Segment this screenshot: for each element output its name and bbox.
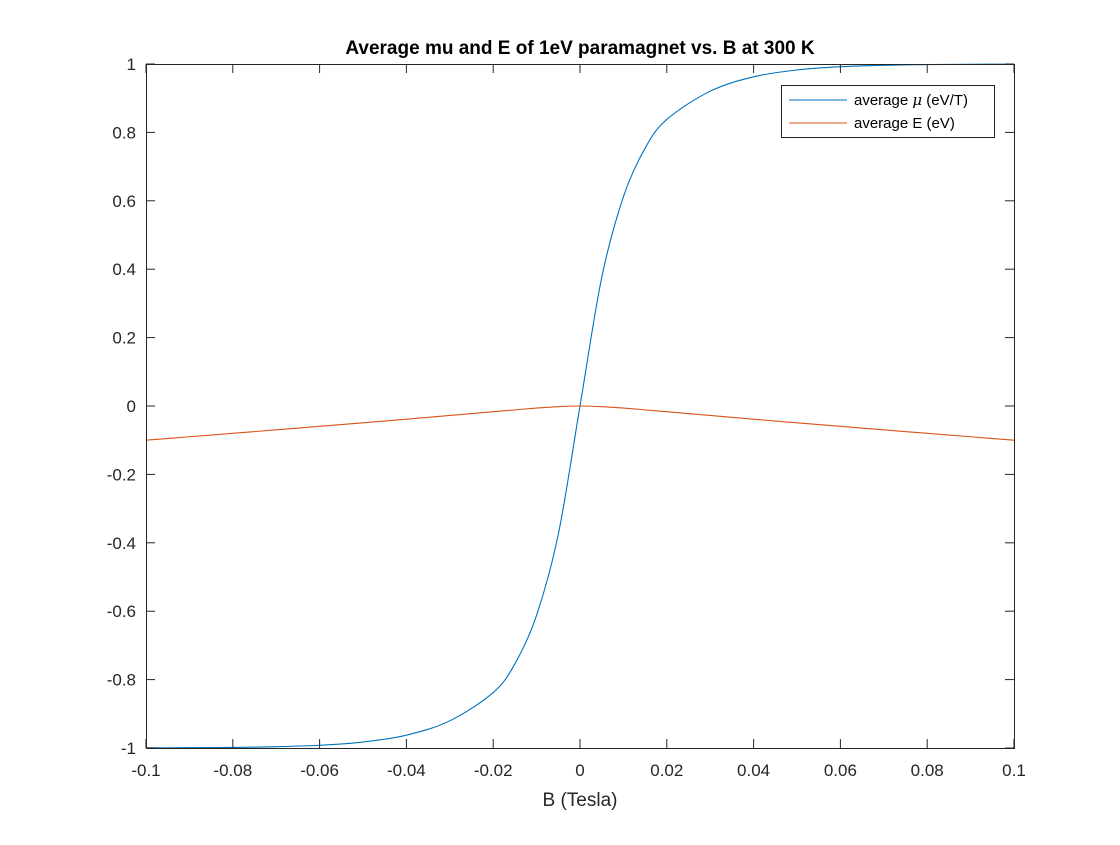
series-layer	[145, 63, 1015, 749]
legend-entry-average-mu-suffix: (eV/T)	[922, 92, 968, 109]
legend: average μ (eV/T) average E (eV)	[781, 85, 995, 138]
x-tick-label: 0.08	[911, 761, 944, 780]
y-tick-label: 0.8	[112, 123, 136, 142]
x-axis-label: B (Tesla)	[543, 790, 618, 811]
x-tick-label: 0.06	[824, 761, 857, 780]
y-tick-label: 0.4	[112, 260, 136, 279]
x-tick-label: 0	[575, 761, 584, 780]
legend-box	[781, 85, 995, 138]
x-tick-label: 0.02	[650, 761, 683, 780]
y-tick-label: 1	[127, 55, 136, 74]
y-tick-label: -1	[121, 739, 136, 758]
x-tick-label: -0.04	[387, 761, 426, 780]
y-tick-label: -0.2	[107, 465, 136, 484]
legend-entry-average-mu-prefix: average	[854, 92, 912, 109]
x-tick-label: 0.1	[1002, 761, 1026, 780]
x-tick-label: 0.04	[737, 761, 770, 780]
legend-entry-average-mu: average μ (eV/T)	[854, 91, 968, 109]
legend-entry-average-mu-symbol: μ	[912, 91, 922, 109]
legend-entry-average-e: average E (eV)	[854, 115, 955, 132]
series-line-average-e	[145, 405, 1015, 441]
x-tick-label: -0.02	[474, 761, 513, 780]
ticks-layer: -0.1 -0.08 -0.06 -0.04 -0.02 0 0.02 0.04 0.06 0.0…	[107, 55, 1026, 780]
x-tick-label: -0.08	[213, 761, 252, 780]
y-tick-label: -0.8	[107, 671, 136, 690]
x-tick-label: -0.1	[131, 761, 160, 780]
x-tick-label: -0.06	[300, 761, 339, 780]
y-tick-label: -0.6	[107, 602, 136, 621]
y-tick-label: 0.2	[112, 329, 136, 348]
y-tick-label: -0.4	[107, 534, 136, 553]
chart-title: Average mu and E of 1eV paramagnet vs. B…	[345, 38, 814, 59]
y-tick-label: 0.6	[112, 192, 136, 211]
y-tick-label: 0	[127, 397, 136, 416]
